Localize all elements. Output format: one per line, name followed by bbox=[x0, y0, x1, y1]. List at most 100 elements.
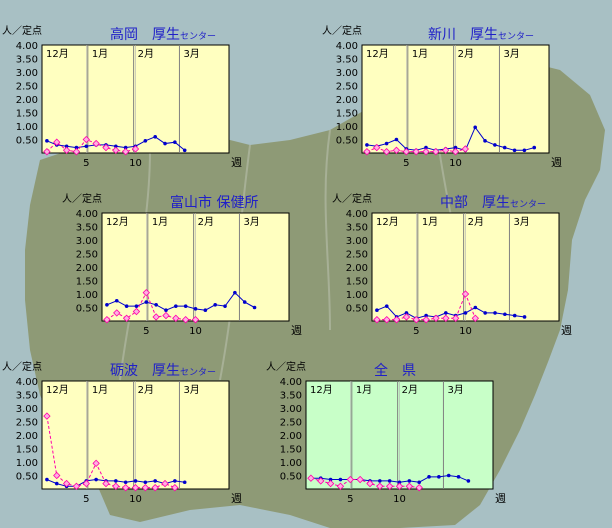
data-point-current bbox=[456, 475, 461, 479]
data-point-current bbox=[446, 473, 451, 478]
x-tick-label: 10 bbox=[129, 158, 142, 169]
data-point-previous bbox=[376, 482, 384, 490]
data-point-current bbox=[182, 480, 187, 485]
y-tick-label: 1.00 bbox=[336, 122, 358, 133]
data-point-previous bbox=[402, 147, 410, 156]
y-tick-label: 4.00 bbox=[346, 209, 368, 220]
chart-title-main: 砺波 厚生 bbox=[110, 363, 180, 379]
y-tick-label: 4.00 bbox=[16, 41, 38, 52]
chart-shinkawa: 12月 1月 2月 3月 4.00 3.50 3.00 2.50 2.00 1.50 1.00 0.5… bbox=[322, 24, 562, 169]
data-point-previous bbox=[346, 475, 354, 484]
data-point-current bbox=[114, 479, 118, 483]
x-axis-label: 週 bbox=[231, 156, 242, 169]
data-point-current bbox=[387, 479, 392, 483]
month-label: 1月 bbox=[422, 216, 438, 228]
data-point-current bbox=[463, 311, 468, 315]
series-line-previous bbox=[310, 477, 420, 489]
chart-title-main: 新川 厚生 bbox=[428, 27, 498, 43]
data-point-previous bbox=[402, 313, 411, 321]
data-point-previous bbox=[422, 315, 430, 324]
month-label: 2月 bbox=[402, 384, 418, 396]
x-axis-label: 週 bbox=[551, 156, 562, 169]
data-point-previous bbox=[121, 483, 130, 492]
y-tick-label: 3.00 bbox=[16, 404, 38, 415]
chart-title: 砺波 厚生センター bbox=[110, 363, 216, 379]
chart-title: 全 県 bbox=[374, 362, 416, 379]
data-point-current bbox=[143, 480, 148, 485]
data-point-current bbox=[54, 481, 59, 486]
month-label: 12月 bbox=[366, 48, 389, 60]
data-point-current bbox=[153, 479, 157, 483]
data-point-current bbox=[437, 475, 441, 479]
y-tick-label: 2.50 bbox=[280, 418, 302, 429]
x-axis-label: 週 bbox=[495, 492, 506, 505]
data-point-previous bbox=[461, 145, 470, 153]
y-tick-label: 0.50 bbox=[280, 472, 302, 483]
y-tick-label: 1.50 bbox=[16, 109, 38, 120]
month-label: 12月 bbox=[310, 384, 333, 396]
data-point-previous bbox=[451, 147, 460, 156]
data-point-previous bbox=[392, 146, 401, 154]
data-point-previous bbox=[131, 145, 140, 153]
data-point-previous bbox=[395, 482, 404, 490]
data-point-previous bbox=[62, 146, 71, 154]
x-tick-label: 5 bbox=[413, 326, 419, 337]
data-point-current bbox=[133, 479, 138, 483]
y-tick-label: 2.50 bbox=[16, 82, 38, 93]
y-tick-label: 2.00 bbox=[16, 431, 38, 442]
data-point-current bbox=[203, 308, 208, 312]
y-tick-label: 1.00 bbox=[76, 290, 98, 301]
month-label: 3月 bbox=[503, 48, 519, 60]
data-point-current bbox=[375, 308, 379, 312]
data-point-current bbox=[394, 137, 399, 142]
data-point-previous bbox=[373, 315, 381, 324]
data-point-current bbox=[493, 143, 497, 147]
data-point-current bbox=[473, 305, 478, 310]
month-label: 2月 bbox=[198, 216, 214, 228]
y-tick-label: 2.50 bbox=[336, 82, 358, 93]
y-tick-label: 2.00 bbox=[346, 263, 368, 274]
data-point-previous bbox=[441, 146, 450, 154]
data-point-previous bbox=[92, 139, 100, 148]
data-point-previous bbox=[72, 147, 81, 156]
month-label: 2月 bbox=[458, 48, 474, 60]
data-point-current bbox=[154, 303, 158, 307]
chart-title-suffix: センター bbox=[180, 367, 216, 378]
data-point-current bbox=[134, 304, 139, 308]
x-tick-label: 5 bbox=[83, 494, 89, 505]
y-axis-label: 人／定点 bbox=[62, 192, 102, 205]
y-tick-label: 3.50 bbox=[336, 55, 358, 66]
month-label: 2月 bbox=[138, 384, 154, 396]
data-point-previous bbox=[102, 479, 110, 488]
chart-title: 中部 厚生センター bbox=[440, 195, 546, 211]
y-tick-label: 3.00 bbox=[336, 68, 358, 79]
data-point-current bbox=[522, 315, 527, 319]
y-axis-label: 人／定点 bbox=[266, 360, 306, 373]
y-tick-label: 0.50 bbox=[16, 472, 38, 483]
data-point-previous bbox=[92, 459, 100, 468]
y-tick-label: 1.00 bbox=[346, 290, 368, 301]
x-axis-label: 週 bbox=[231, 492, 242, 505]
data-point-current bbox=[213, 303, 217, 307]
data-point-current bbox=[378, 479, 382, 483]
x-tick-label: 5 bbox=[403, 158, 409, 169]
y-tick-label: 3.00 bbox=[346, 236, 368, 247]
data-point-current bbox=[483, 139, 487, 143]
data-point-previous bbox=[72, 482, 81, 490]
data-point-previous bbox=[191, 315, 200, 324]
data-point-previous bbox=[151, 483, 159, 492]
y-tick-label: 3.50 bbox=[76, 223, 98, 234]
data-point-current bbox=[522, 148, 527, 153]
data-point-previous bbox=[412, 147, 420, 156]
data-point-previous bbox=[132, 307, 141, 316]
month-label: 3月 bbox=[243, 216, 259, 228]
data-point-current bbox=[233, 290, 237, 295]
data-point-current bbox=[114, 144, 118, 149]
x-axis-label: 週 bbox=[291, 324, 302, 337]
data-point-current bbox=[45, 477, 49, 482]
data-point-current bbox=[223, 304, 227, 308]
data-point-current bbox=[338, 477, 343, 482]
series-line-previous bbox=[106, 291, 196, 321]
data-point-previous bbox=[451, 314, 460, 322]
month-label: 12月 bbox=[106, 216, 129, 228]
